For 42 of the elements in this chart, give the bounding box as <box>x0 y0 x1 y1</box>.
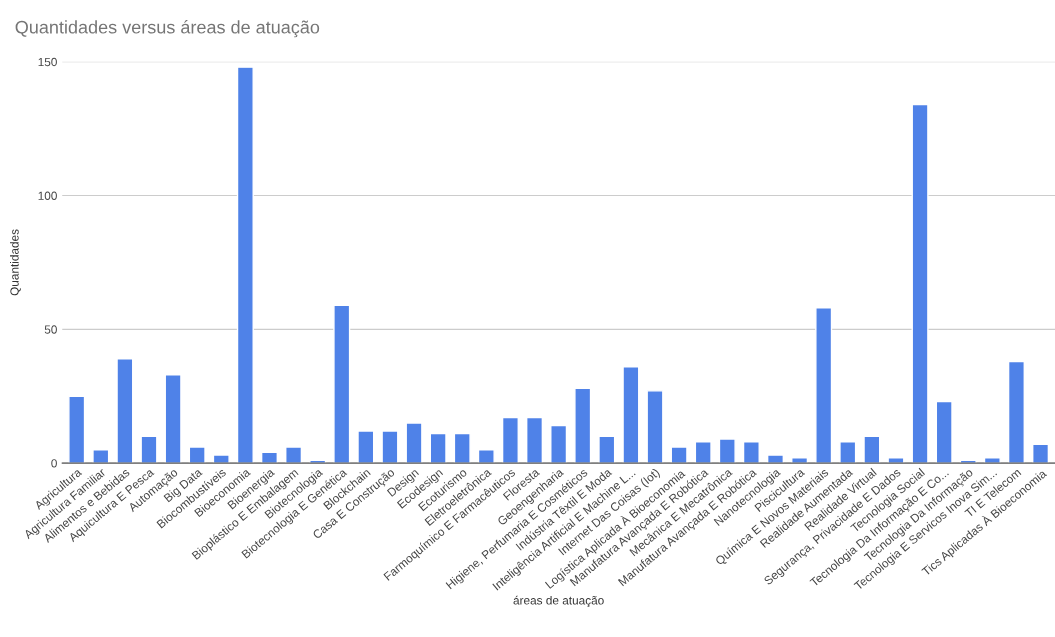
bar <box>694 441 712 464</box>
x-axis-title: áreas de atuação <box>513 595 604 607</box>
bar <box>550 424 568 464</box>
y-tick-label: 100 <box>38 191 57 200</box>
bar <box>863 435 881 464</box>
bar <box>574 387 592 464</box>
y-axis-title: Quantidades <box>10 229 21 296</box>
bar <box>188 446 206 464</box>
bar <box>357 430 375 464</box>
y-tick-label: 0 <box>51 459 57 468</box>
bar <box>429 432 447 464</box>
bar <box>526 416 544 464</box>
bar <box>622 366 640 464</box>
bar <box>670 446 688 464</box>
bar <box>285 446 303 464</box>
chart-title: Quantidades versus áreas de atuação <box>15 20 320 38</box>
bar <box>501 416 519 464</box>
bar <box>598 435 616 464</box>
bar <box>236 66 254 464</box>
y-tick-label: 50 <box>44 325 57 334</box>
bar <box>646 390 664 464</box>
bar <box>333 304 351 464</box>
bar <box>212 454 230 464</box>
bar <box>92 449 110 464</box>
bar <box>742 441 760 464</box>
bar <box>766 454 785 464</box>
bar <box>68 395 86 464</box>
bar <box>718 438 736 464</box>
bar <box>453 432 471 464</box>
y-tick-label: 150 <box>38 57 57 67</box>
bar <box>477 449 495 464</box>
bar <box>164 374 182 464</box>
bar <box>1032 443 1050 464</box>
bar <box>935 400 953 464</box>
bar <box>381 430 399 464</box>
bar <box>405 422 423 464</box>
bar <box>839 441 857 464</box>
bar <box>116 358 134 464</box>
bar <box>815 307 833 464</box>
bar <box>1007 360 1025 464</box>
bar <box>140 435 158 464</box>
bar <box>911 103 929 464</box>
